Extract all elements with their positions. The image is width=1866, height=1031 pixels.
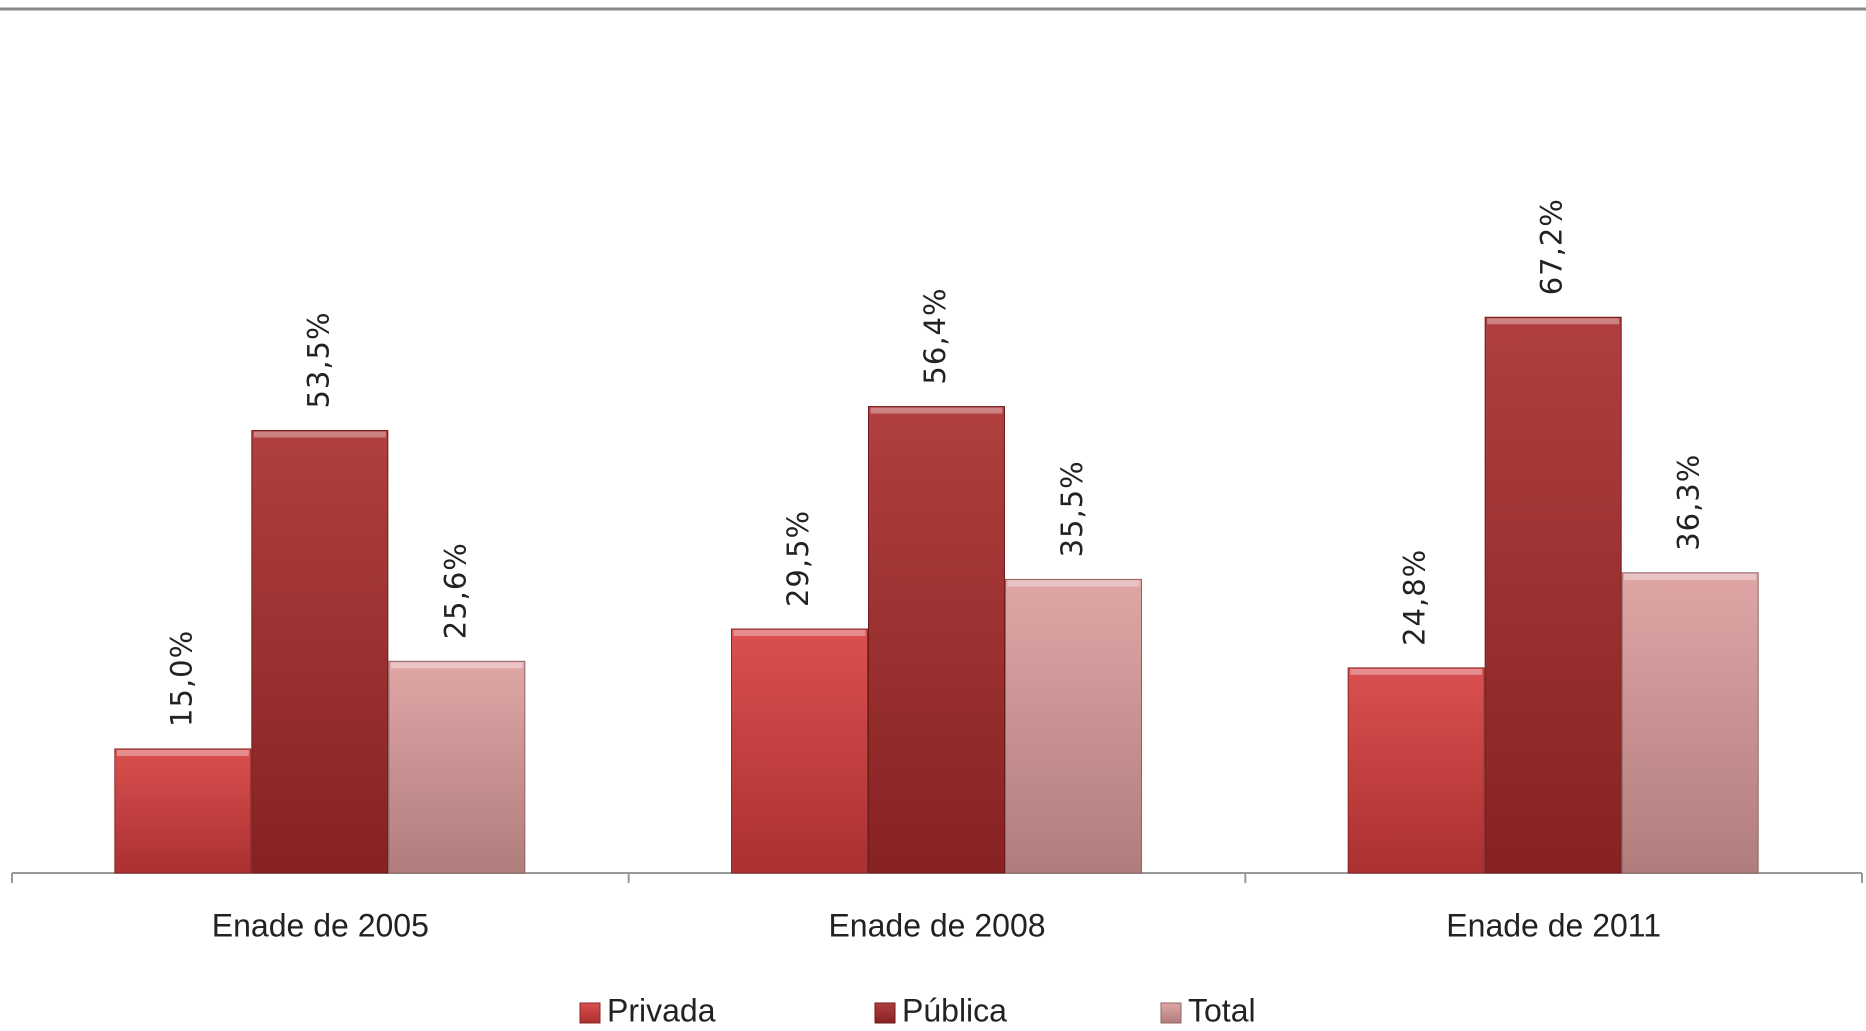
data-label: 36,3% [1672,454,1706,551]
data-label: 67,2% [1535,198,1569,295]
bar-highlight [870,407,1003,414]
data-label: 53,5% [301,311,335,408]
legend-label: Pública [902,992,1007,1028]
legend-label: Privada [607,992,716,1028]
bar-highlight [1487,318,1620,325]
bar [1005,578,1142,874]
data-label: 25,6% [438,542,472,639]
bar-highlight [1350,668,1483,675]
bar [731,628,868,874]
x-tick-label: Enade de 2008 [828,907,1045,943]
data-label: 24,8% [1398,549,1432,646]
bar-highlight [390,662,523,669]
bar [1484,316,1622,874]
bar [114,748,252,874]
bar-highlight [733,630,866,637]
data-label: 15,0% [164,630,198,727]
x-tick-label: Enade de 2011 [1446,907,1661,943]
bar [868,406,1005,874]
legend-swatch [579,1002,601,1024]
bar-highlight [116,749,249,756]
bar [388,660,526,874]
bar-highlight [253,431,386,438]
data-label: 29,5% [781,510,815,607]
legend-swatch [874,1002,896,1024]
bar-highlight [1624,573,1757,580]
bar [1621,572,1759,874]
data-label: 35,5% [1055,460,1089,557]
data-label: 56,4% [918,287,952,384]
bar-highlight [1007,580,1140,587]
x-tick-label: Enade de 2005 [212,907,429,943]
legend-label: Total [1188,992,1256,1028]
bar [1347,667,1485,874]
bar [251,430,389,874]
legend-swatch [1160,1002,1182,1024]
